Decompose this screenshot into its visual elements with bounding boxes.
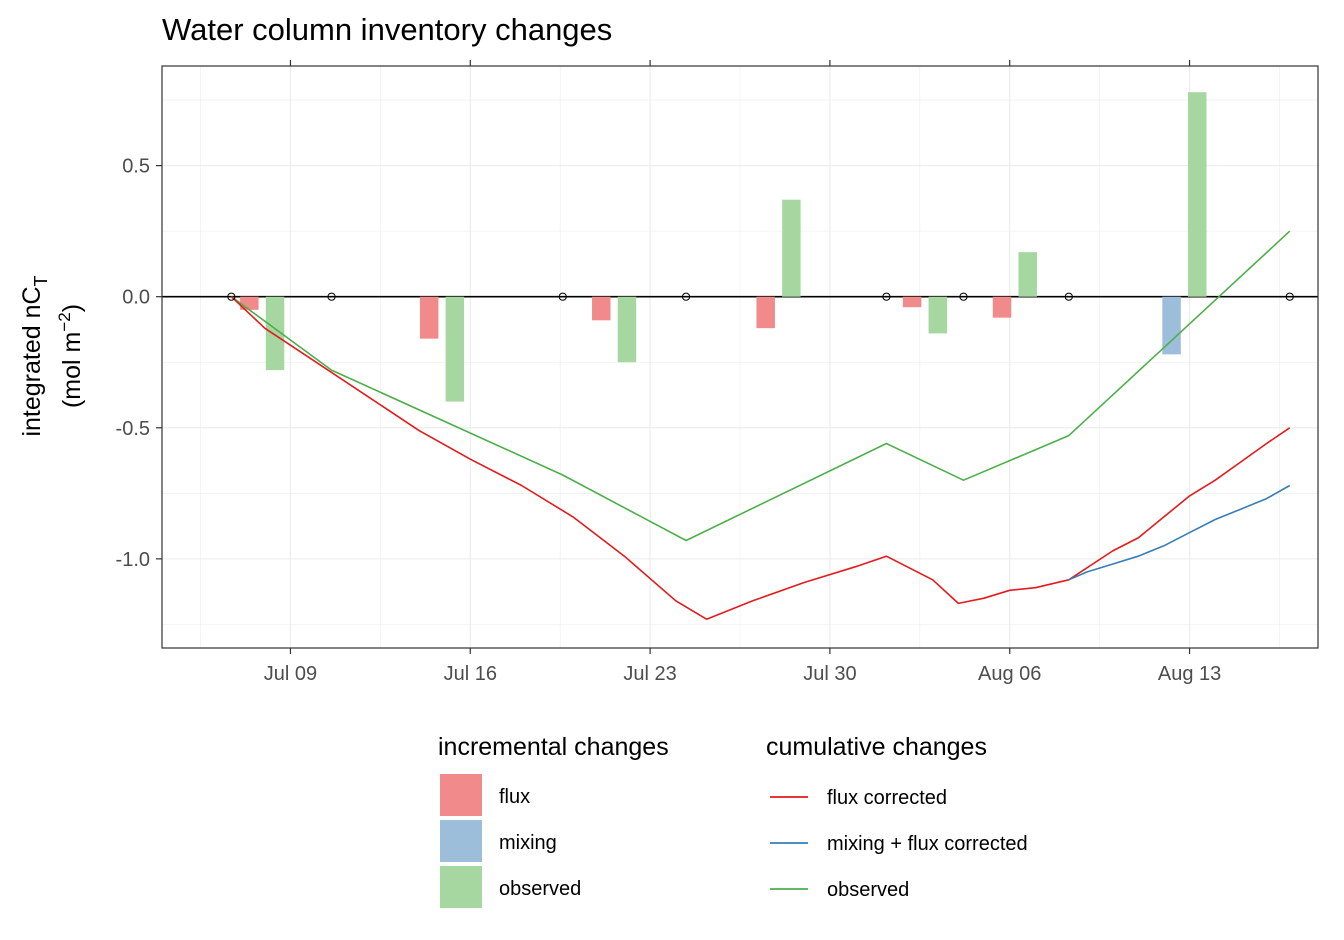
- y-tick-label: -1.0: [116, 549, 150, 571]
- sample-points: [227, 292, 1294, 301]
- y-tick-label: 0.0: [122, 287, 150, 309]
- sample-point: [959, 292, 968, 301]
- sample-point: [681, 292, 691, 301]
- sample-point: [1064, 292, 1073, 301]
- bar-observed: [928, 296, 948, 334]
- sample-point: [227, 292, 236, 301]
- legend-label-observed: observed: [499, 878, 581, 900]
- sample-point: [1285, 292, 1294, 301]
- y-axis-title-close: ): [58, 304, 86, 312]
- legend-incremental: incremental changes flux mixing observed: [438, 733, 669, 908]
- line-observed: [230, 230, 1291, 542]
- bar-observed: [1018, 252, 1037, 297]
- y-axis-title: integrated nCT (mol m−2): [18, 275, 86, 436]
- x-tick-label: Jul 16: [444, 663, 497, 685]
- svg-text:(mol m−2): (mol m−2): [55, 304, 86, 408]
- bar-observed: [1188, 92, 1207, 297]
- legend-label-flux: flux: [499, 786, 530, 808]
- sample-point: [558, 292, 567, 301]
- bar-flux: [756, 296, 775, 329]
- grid: [162, 66, 1318, 648]
- x-tick-label: Aug 13: [1158, 663, 1221, 685]
- sample-point: [327, 292, 336, 301]
- legend-label-mixing: mixing: [499, 832, 557, 854]
- x-tick-label: Jul 09: [264, 663, 317, 685]
- y-axis-title-subscript: T: [31, 275, 51, 286]
- legend-key-flux: [440, 774, 482, 816]
- y-tick-label: 0.5: [122, 156, 150, 178]
- legend-cumulative-title: cumulative changes: [766, 733, 987, 761]
- bar-observed: [782, 199, 801, 297]
- svg-text:integrated nCT: integrated nCT: [18, 275, 51, 436]
- bar-mixing: [1162, 296, 1181, 355]
- sample-point: [882, 292, 891, 301]
- legend-cumulative: cumulative changes flux corrected mixing …: [766, 733, 1028, 901]
- bar-flux: [992, 296, 1012, 318]
- bar-observed: [445, 296, 465, 402]
- cumulative-lines: [230, 230, 1291, 621]
- line-mixing-flux-corrected: [1068, 484, 1291, 581]
- legend-label-mixing_line: mixing + flux corrected: [827, 833, 1028, 855]
- plot-panel-border: [161, 65, 1319, 649]
- bar-observed: [265, 296, 285, 371]
- bar-flux: [902, 296, 922, 308]
- y-axis-title-line2: (mol m: [58, 332, 86, 408]
- y-axis-title-line1: integrated nC: [18, 286, 46, 436]
- bar-observed: [617, 296, 637, 363]
- legend-key-observed: [440, 866, 482, 908]
- line-flux-corrected: [230, 296, 1291, 621]
- legend-key-mixing: [440, 820, 482, 862]
- incremental-bars: [240, 92, 1207, 402]
- legend-incremental-title: incremental changes: [438, 733, 669, 761]
- y-axis-title-superscript: −2: [55, 312, 74, 331]
- x-tick-label: Aug 06: [978, 663, 1041, 685]
- bar-flux: [419, 296, 439, 339]
- x-tick-label: Jul 23: [623, 663, 676, 685]
- x-tick-label: Jul 30: [803, 663, 856, 685]
- legend-label-observed_line: observed: [827, 879, 909, 901]
- axes: Jul 09 Jul 16 Jul 23 Jul 30 Aug 06 Aug 13 0.5 0…: [116, 60, 1221, 685]
- y-tick-label: -0.5: [116, 418, 150, 440]
- bar-flux: [592, 296, 611, 321]
- chart-title: Water column inventory changes: [162, 12, 612, 47]
- legend-label-flux_line: flux corrected: [827, 787, 947, 809]
